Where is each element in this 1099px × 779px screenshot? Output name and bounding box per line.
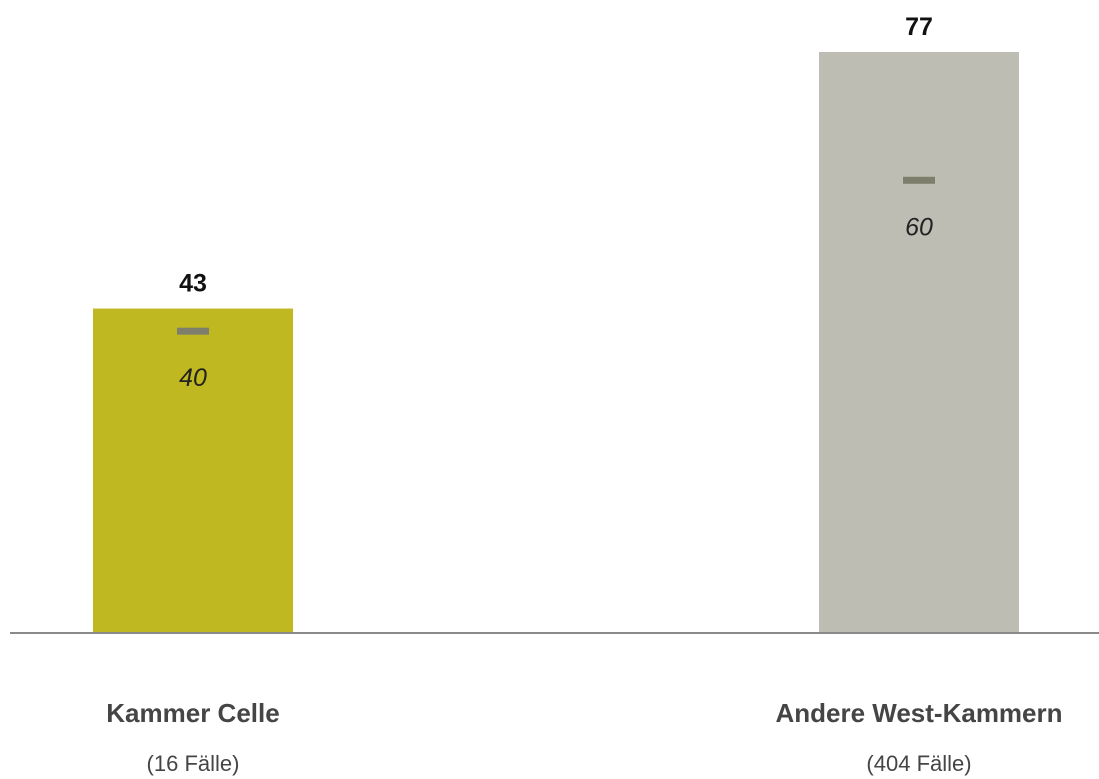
value-label-andere-west-kammern: 77 <box>905 13 933 41</box>
bar-andere-west-kammern <box>819 52 1019 633</box>
reference-label-kammer-celle: 40 <box>179 364 207 392</box>
bars-layer <box>93 52 1019 633</box>
value-label-kammer-celle: 43 <box>179 270 207 298</box>
reference-marker-andere-west-kammern <box>903 176 935 184</box>
bar-kammer-celle <box>93 308 293 633</box>
category-note-kammer-celle: (16 Fälle) <box>146 751 240 776</box>
category-label-kammer-celle: Kammer Celle <box>106 698 280 728</box>
reference-markers-layer <box>177 176 935 335</box>
reference-marker-kammer-celle <box>177 327 209 335</box>
reference-label-andere-west-kammern: 60 <box>905 213 933 241</box>
category-label-andere-west-kammern: Andere West-Kammern <box>775 698 1063 728</box>
value-labels-layer: 43 40 77 60 <box>179 13 933 392</box>
category-note-andere-west-kammern: (404 Fälle) <box>866 751 972 776</box>
